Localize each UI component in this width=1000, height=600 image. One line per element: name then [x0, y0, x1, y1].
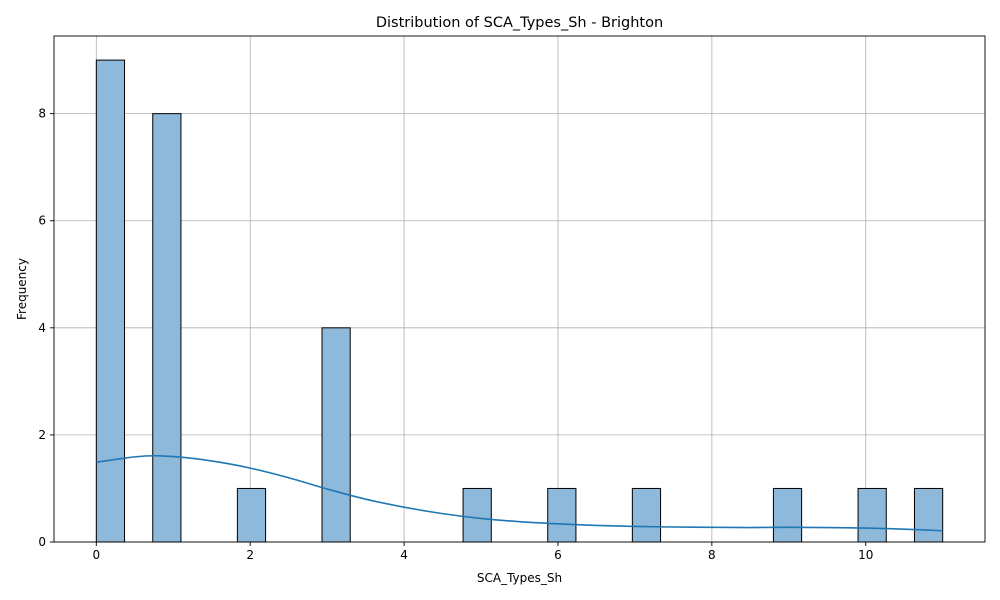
histogram-bar — [547, 487, 577, 543]
histogram-bar — [631, 487, 662, 543]
histogram-bar — [321, 327, 351, 543]
plot-border — [53, 35, 986, 543]
x-axis-ticks: 0 2 4 6 8 10 — [92, 542, 873, 562]
histogram-bar — [236, 487, 267, 543]
histogram-bar — [857, 487, 887, 543]
y-tick-label: 4 — [38, 321, 46, 335]
histogram-bar — [772, 487, 803, 543]
y-axis-label: Frequency — [15, 258, 29, 320]
x-tick-label: 10 — [858, 548, 873, 562]
y-tick-label: 0 — [38, 535, 46, 549]
y-axis-ticks: 0 2 4 6 8 — [38, 107, 54, 549]
y-tick-label: 6 — [38, 214, 46, 228]
kde-line — [96, 454, 943, 532]
x-axis-label: SCA_Types_Sh — [477, 571, 562, 585]
histogram-bars — [95, 59, 944, 543]
y-tick-label: 2 — [38, 428, 46, 442]
histogram-bar — [913, 487, 944, 543]
y-tick-label: 8 — [38, 107, 46, 121]
axes-frame — [53, 35, 986, 543]
x-tick-label: 8 — [708, 548, 716, 562]
x-tick-label: 4 — [400, 548, 408, 562]
x-tick-label: 0 — [92, 548, 100, 562]
x-tick-label: 2 — [246, 548, 254, 562]
kde-curve-group — [96, 454, 943, 532]
x-tick-label: 6 — [554, 548, 562, 562]
grid-lines — [54, 36, 985, 543]
histogram-bar — [152, 113, 182, 543]
histogram-bar — [95, 59, 126, 543]
histogram-bar — [462, 487, 492, 543]
chart-title: Distribution of SCA_Types_Sh - Brighton — [376, 15, 663, 31]
